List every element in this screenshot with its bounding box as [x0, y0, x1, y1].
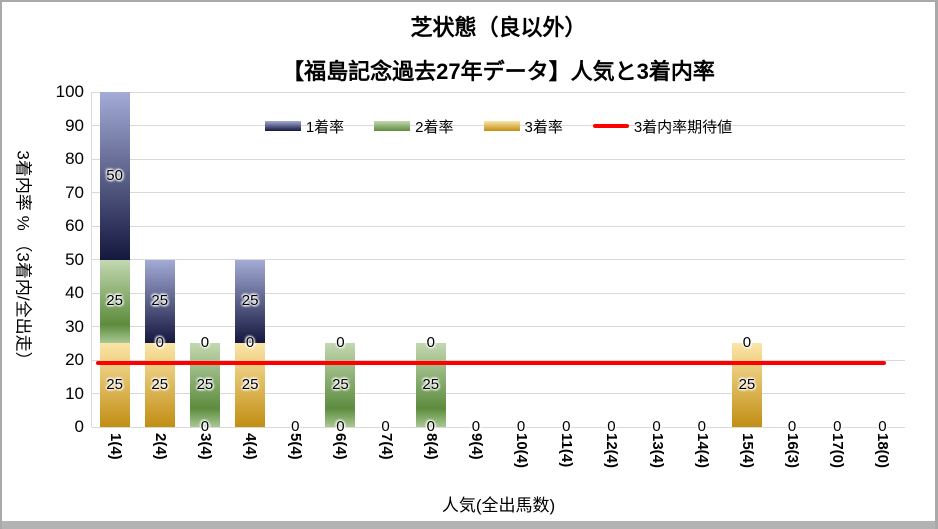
bar-segment-1着率 — [144, 259, 175, 344]
bar-segment-3着率 — [235, 343, 266, 427]
gridline — [92, 158, 905, 160]
y-axis-tick-label: 60 — [65, 216, 84, 235]
y-axis-tick-label: 100 — [55, 82, 84, 101]
legend-label: 2着率 — [415, 118, 454, 136]
bar-data-label: 25 — [738, 376, 756, 394]
plot-area: 25 25 50 25 0 25 0 25 0 25 0 25 0 0 25 0 0 0 25 0 0 0 0 0 0 0 25 0 0… — [91, 91, 905, 435]
bottom-frame-strip — [2, 521, 935, 529]
bar-data-label: 25 — [241, 292, 259, 310]
bar-data-label: 0 — [471, 418, 481, 435]
bar-segment-2着率 — [415, 343, 446, 427]
gridline — [92, 91, 905, 93]
legend-label: 3着内率期待値 — [633, 118, 733, 136]
bar-data-label: 25 — [422, 376, 440, 394]
bar-data-label: 0 — [833, 418, 842, 435]
bar-data-label: 25 — [332, 376, 349, 394]
x-axis-title: 人気(全出馬数) — [441, 496, 556, 515]
legend-swatch-icon — [264, 121, 301, 131]
bar-data-label: 0 — [155, 334, 164, 352]
bar-data-label: 0 — [200, 418, 210, 435]
gridline — [92, 326, 905, 327]
bar-segment-3着率 — [731, 343, 762, 427]
bar-data-label: 0 — [291, 418, 300, 435]
legend-label: 1着率 — [305, 118, 345, 136]
y-axis-tick-label: 10 — [65, 383, 84, 403]
bar-data-label: 0 — [742, 334, 752, 352]
bar-data-label: 0 — [562, 418, 571, 435]
gridline — [92, 225, 905, 227]
bar-data-label: 0 — [878, 418, 887, 435]
bar-data-label: 0 — [200, 334, 210, 352]
chart-legend: 1着率 2着率 3着率 3着内率期待値 — [92, 114, 905, 138]
bar-data-label: 0 — [245, 334, 255, 352]
legend-item-2着率: 2着率 — [374, 116, 454, 137]
bar-data-label: 0 — [652, 418, 661, 435]
chart-title-line1: 芝状態（良以外） — [410, 15, 587, 40]
legend-line-icon — [592, 124, 629, 128]
legend-label: 3着率 — [524, 118, 563, 136]
legend-swatch-icon — [483, 121, 520, 131]
bar-segment-3着率 — [144, 343, 175, 427]
y-axis-tick-label: 0 — [74, 417, 84, 436]
gridline — [92, 359, 905, 361]
bar-data-label: 0 — [426, 418, 435, 435]
y-axis-line — [91, 92, 92, 427]
bar-data-label: 25 — [241, 376, 259, 394]
bar-segment-2着率 — [325, 343, 356, 427]
bar-data-label: 25 — [151, 376, 169, 394]
y-axis-tick-label: 20 — [65, 350, 84, 369]
bar-data-label: 0 — [516, 418, 526, 435]
expected-rate-line — [96, 361, 886, 366]
legend-item-1着率: 1着率 — [264, 116, 345, 137]
gridline — [92, 292, 905, 294]
gridline — [92, 426, 905, 428]
bar-data-label: 0 — [336, 418, 345, 435]
bar-data-label: 25 — [151, 292, 169, 310]
gridline — [92, 192, 905, 193]
y-axis-tick-label: 40 — [65, 283, 84, 302]
bar-segment-2着率 — [189, 343, 220, 427]
y-axis-tick-label: 80 — [65, 149, 84, 168]
gridline — [92, 393, 905, 394]
y-axis-tick-label: 90 — [65, 115, 84, 135]
bar-segment-2着率 — [99, 259, 130, 344]
bar-data-label: 50 — [106, 166, 123, 184]
legend-item-3着率: 3着率 — [483, 116, 563, 137]
bar-data-label: 0 — [381, 418, 390, 435]
legend-item-3着内率期待値: 3着内率期待値 — [592, 116, 733, 137]
y-axis-tick-label: 70 — [65, 182, 84, 202]
bar-data-label: 0 — [697, 418, 706, 435]
legend-swatch-icon — [374, 121, 411, 131]
bar-data-label: 0 — [607, 418, 616, 435]
bar-segment-3着率 — [99, 343, 130, 427]
y-axis-tick-label: 30 — [65, 316, 84, 336]
bar-data-label: 25 — [106, 292, 123, 310]
chart-title-line2: 【福島記念過去27年データ】人気と3着内率 — [282, 59, 715, 84]
bar-segment-1着率 — [99, 92, 130, 260]
bar-data-label: 0 — [336, 334, 345, 352]
bar-data-label: 0 — [426, 334, 435, 352]
gridline — [92, 259, 905, 260]
bar-data-label: 25 — [196, 376, 214, 394]
y-axis-tick-label: 50 — [65, 249, 84, 269]
bar-segment-1着率 — [235, 259, 266, 344]
bar-data-label: 25 — [106, 376, 123, 394]
bar-data-label: 0 — [787, 418, 797, 435]
